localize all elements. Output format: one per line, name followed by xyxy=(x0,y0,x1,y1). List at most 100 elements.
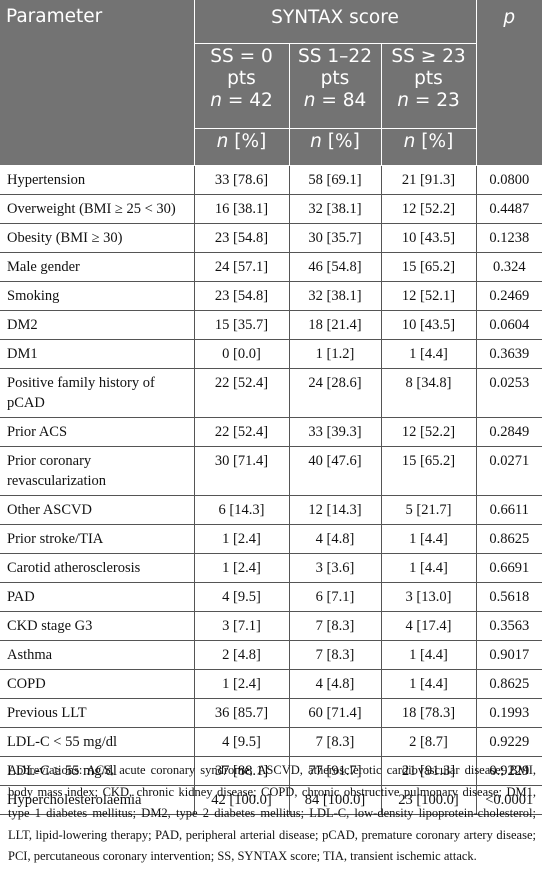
row-label: Smoking xyxy=(0,281,195,311)
group-n-label: n xyxy=(210,90,222,111)
cell-ss1-22: 24 [28.6] xyxy=(288,368,382,418)
table-row: DM2 15 [35.7] 18 [21.4] 10 [43.5] 0.0604 xyxy=(0,310,542,340)
npct-n: n xyxy=(216,131,229,152)
table-row: COPD 1 [2.4] 4 [4.8] 1 [4.4] 0.8625 xyxy=(0,669,542,699)
cell-ss1-22: 6 [7.1] xyxy=(288,582,382,612)
cell-p-value: 0.0800 xyxy=(475,165,542,195)
header-parameter: Parameter xyxy=(0,0,195,166)
cell-ss1-22: 30 [35.7] xyxy=(288,223,382,253)
cell-ss1-22: 60 [71.4] xyxy=(288,698,382,728)
cell-ss1-22: 4 [4.8] xyxy=(288,524,382,554)
cell-p-value: 0.9017 xyxy=(475,640,542,670)
cell-ss0: 4 [9.5] xyxy=(193,582,290,612)
cell-ss0: 30 [71.4] xyxy=(193,446,290,496)
row-label: Prior ACS xyxy=(0,417,195,447)
cell-ss1-22: 58 [69.1] xyxy=(288,165,382,195)
cell-ss23: 4 [17.4] xyxy=(380,611,477,641)
cell-ss0: 4 [9.5] xyxy=(193,727,290,757)
cell-ss23: 3 [13.0] xyxy=(380,582,477,612)
row-label: DM2 xyxy=(0,310,195,340)
cell-p-value: 0.9229 xyxy=(475,756,542,786)
group-line2: pts xyxy=(227,68,256,89)
cell-ss23: 1 [4.4] xyxy=(380,553,477,583)
row-label: Male gender xyxy=(0,252,195,282)
group-line1: SS = 0 xyxy=(210,46,273,67)
header-group-ss1-22: SS 1–22 pts n = 84 xyxy=(288,43,382,129)
group-line1: SS ≥ 23 xyxy=(391,46,466,67)
cell-ss1-22: 7 [8.3] xyxy=(288,727,382,757)
cell-p-value: 0.3639 xyxy=(475,339,542,369)
cell-ss0: 1 [2.4] xyxy=(193,524,290,554)
group-n-label: n xyxy=(303,90,316,111)
row-label: Positive family history of pCAD xyxy=(0,368,195,418)
table-row: Previous LLT 36 [85.7] 60 [71.4] 18 [78.3] 0… xyxy=(0,698,542,728)
cell-ss1-22: 40 [47.6] xyxy=(288,446,382,496)
cell-p-value: 0.8625 xyxy=(475,524,542,554)
data-table: Parameter SYNTAX score p SS = 0 pts n = … xyxy=(0,0,542,815)
table-header: Parameter SYNTAX score p SS = 0 pts n = … xyxy=(0,0,542,166)
cell-ss1-22: 7 [8.3] xyxy=(288,611,382,641)
cell-ss0: 33 [78.6] xyxy=(193,165,290,195)
abbreviations-footnote: Abbreviations: ACS, acute coronary syndr… xyxy=(8,763,536,863)
cell-ss0: 0 [0.0] xyxy=(193,339,290,369)
table-row: Positive family history of pCAD 22 [52.4]… xyxy=(0,368,542,418)
cell-ss23: 21 [91.3] xyxy=(380,165,477,195)
table-row: Prior coronary revascularization 30 [71.4… xyxy=(0,446,542,496)
cell-ss23: 15 [65.2] xyxy=(380,446,477,496)
header-group-ss0: SS = 0 pts n = 42 xyxy=(193,43,290,129)
cell-p-value: 0.324 xyxy=(475,252,542,282)
cell-ss1-22: 46 [54.8] xyxy=(288,252,382,282)
cell-ss0: 1 [2.4] xyxy=(193,553,290,583)
cell-p-value: 0.8625 xyxy=(475,669,542,699)
header-group-ss23: SS ≥ 23 pts n = 23 xyxy=(380,43,477,129)
row-label: Other ASCVD xyxy=(0,495,195,525)
table-row: LDL-C < 55 mg/dl 4 [9.5] 7 [8.3] 2 [8.7] 0.9… xyxy=(0,727,542,757)
cell-ss1-22: 3 [3.6] xyxy=(288,553,382,583)
row-label: Obesity (BMI ≥ 30) xyxy=(0,223,195,253)
cell-ss1-22: 32 [38.1] xyxy=(288,194,382,224)
group-line2: pts xyxy=(320,68,350,89)
cell-ss1-22: 84 [100.0] xyxy=(288,785,382,815)
table-row: Other ASCVD 6 [14.3] 12 [14.3] 5 [21.7] 0.66… xyxy=(0,495,542,525)
cell-ss0: 22 [52.4] xyxy=(193,417,290,447)
npct-rest: [%] xyxy=(321,131,360,152)
cell-ss23: 8 [34.8] xyxy=(380,368,477,418)
table-row: Prior stroke/TIA 1 [2.4] 4 [4.8] 1 [4.4] 0.8… xyxy=(0,524,542,554)
header-n-pct: n [%] xyxy=(288,128,382,166)
cell-ss0: 15 [35.7] xyxy=(193,310,290,340)
group-n: n = 84 xyxy=(290,90,381,112)
cell-ss0: 36 [85.7] xyxy=(193,698,290,728)
cell-ss23: 12 [52.1] xyxy=(380,281,477,311)
group-line2: pts xyxy=(414,68,443,89)
cell-p-value: 0.6611 xyxy=(475,495,542,525)
cell-ss0: 3 [7.1] xyxy=(193,611,290,641)
row-label: DM1 xyxy=(0,339,195,369)
cell-ss0: 42 [100.0] xyxy=(193,785,290,815)
cell-p-value: 0.9229 xyxy=(475,727,542,757)
cell-ss1-22: 1 [1.2] xyxy=(288,339,382,369)
cell-p-value: 0.1238 xyxy=(475,223,542,253)
cell-ss23: 5 [21.7] xyxy=(380,495,477,525)
cell-ss1-22: 7 [8.3] xyxy=(288,640,382,670)
cell-p-value: 0.5618 xyxy=(475,582,542,612)
cell-p-value: 0.2849 xyxy=(475,417,542,447)
row-label: Carotid atherosclerosis xyxy=(0,553,195,583)
group-n-value: = 42 xyxy=(221,90,273,111)
cell-ss23: 2 [8.7] xyxy=(380,727,477,757)
npct-n: n xyxy=(403,131,416,152)
table-row: Prior ACS 22 [52.4] 33 [39.3] 12 [52.2] 0.28… xyxy=(0,417,542,447)
group-n-value: = 84 xyxy=(315,90,367,111)
cell-ss0: 2 [4.8] xyxy=(193,640,290,670)
cell-ss0: 6 [14.3] xyxy=(193,495,290,525)
table-row: PAD 4 [9.5] 6 [7.1] 3 [13.0] 0.5618 xyxy=(0,582,542,612)
cell-ss0: 23 [54.8] xyxy=(193,281,290,311)
header-n-pct: n [%] xyxy=(193,128,290,166)
row-label: LDL-C < 55 mg/dl xyxy=(0,727,195,757)
header-syntax-score: SYNTAX score xyxy=(193,0,477,44)
row-label: COPD xyxy=(0,669,195,699)
cell-ss0: 16 [38.1] xyxy=(193,194,290,224)
table-row: Asthma 2 [4.8] 7 [8.3] 1 [4.4] 0.9017 xyxy=(0,640,542,670)
row-label: Asthma xyxy=(0,640,195,670)
cell-ss0: 37 [88.1] xyxy=(193,756,290,786)
table-row: Hypertension 33 [78.6] 58 [69.1] 21 [91.3] 0… xyxy=(0,165,542,195)
